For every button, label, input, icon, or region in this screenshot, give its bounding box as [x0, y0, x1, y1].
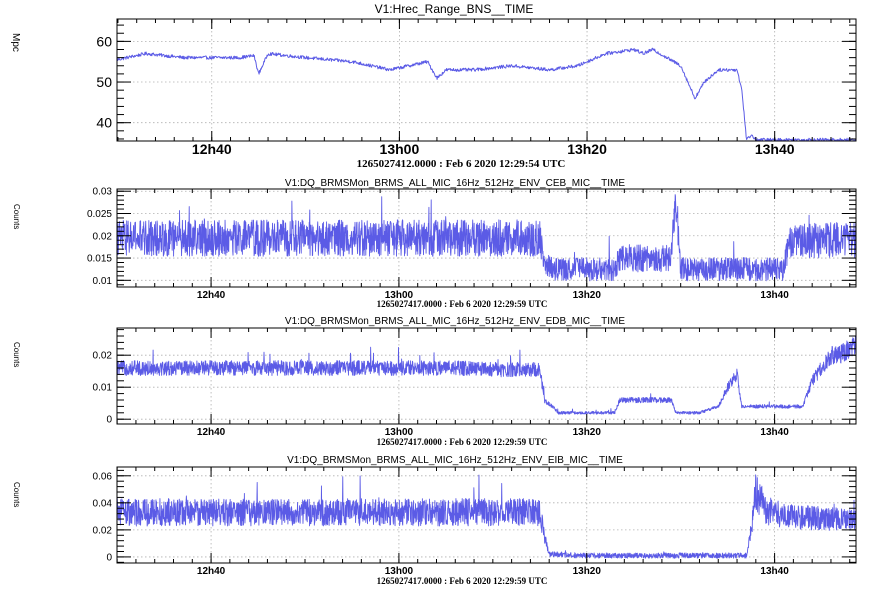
y-tick-labels: 0 0.02 0.04 0.06 [93, 471, 113, 563]
series-line [117, 194, 856, 282]
panel-title: V1:DQ_BRMSMon_BRMS_ALL_MIC_16Hz_512Hz_EN… [287, 455, 623, 466]
plot-area [117, 474, 856, 559]
x-tick-labels: 12h40 13h00 13h20 13h40 [197, 290, 789, 301]
panel-title: V1:DQ_BRMSMon_BRMS_ALL_MIC_16Hz_512Hz_EN… [285, 316, 625, 327]
y-tick-label: 60 [96, 33, 112, 49]
plot-frame [116, 466, 857, 564]
x-tick-label: 13h40 [755, 141, 795, 157]
ticks [116, 189, 856, 287]
y-tick-label: 0.02 [93, 231, 113, 242]
x-tick-label: 13h00 [385, 290, 414, 301]
x-tick-labels: 12h40 13h00 13h20 13h40 [197, 566, 789, 577]
x-tick-label: 13h20 [573, 290, 602, 301]
panel-footer-timestamp: 1265027412.0000 : Feb 6 2020 12:29:54 UT… [357, 158, 566, 170]
x-tick-labels: 12h40 13h00 13h20 13h40 [197, 427, 789, 438]
x-tick-label: 12h40 [197, 427, 226, 438]
edb-mic-panel: V1:DQ_BRMSMon_BRMS_ALL_MIC_16Hz_512Hz_EN… [12, 316, 857, 447]
panel-title: V1:DQ_BRMSMon_BRMS_ALL_MIC_16Hz_512Hz_EN… [285, 178, 625, 189]
y-tick-label: 0.04 [93, 498, 113, 509]
y-tick-label: 0.015 [87, 254, 112, 265]
y-tick-label: 50 [96, 74, 112, 90]
x-tick-label: 13h00 [380, 141, 420, 157]
panel-footer-timestamp: 1265027417.0000 : Feb 6 2020 12:29:59 UT… [377, 299, 548, 309]
series-line [117, 47, 856, 141]
y-tick-label: 40 [96, 115, 112, 131]
x-tick-label: 13h20 [573, 566, 602, 577]
y-tick-label: 0.01 [93, 383, 113, 394]
x-tick-label: 13h40 [760, 566, 789, 577]
x-tick-label: 12h40 [192, 141, 232, 157]
grid [117, 19, 856, 141]
panel-footer-timestamp: 1265027417.0000 : Feb 6 2020 12:29:59 UT… [377, 576, 548, 586]
x-tick-label: 13h40 [760, 290, 789, 301]
y-tick-labels: 0.01 0.015 0.02 0.025 0.03 [87, 187, 112, 287]
y-tick-labels: 0 0.01 0.02 [93, 351, 113, 426]
x-tick-label: 12h40 [197, 566, 226, 577]
x-tick-label: 13h40 [760, 427, 789, 438]
x-tick-label: 13h20 [567, 141, 607, 157]
y-tick-label: 0.06 [93, 471, 113, 482]
series-line [117, 474, 856, 559]
plot-frame [116, 327, 857, 425]
y-tick-label: 0 [106, 552, 112, 563]
x-tick-label: 13h00 [385, 427, 414, 438]
plot-area [117, 336, 856, 415]
y-axis-label: Counts [12, 342, 21, 367]
eib-mic-panel: V1:DQ_BRMSMon_BRMS_ALL_MIC_16Hz_512Hz_EN… [12, 455, 857, 586]
grid [117, 328, 856, 424]
plot-frame [116, 188, 857, 288]
y-axis-label: Mpc [10, 33, 21, 52]
y-tick-label: 0.01 [93, 276, 113, 287]
y-tick-labels: 40 50 60 [96, 33, 112, 130]
panel-footer-timestamp: 1265027417.0000 : Feb 6 2020 12:29:59 UT… [377, 437, 548, 447]
y-tick-label: 0.03 [93, 187, 113, 198]
y-tick-label: 0 [106, 415, 112, 426]
x-tick-label: 13h00 [385, 566, 414, 577]
y-axis-label: Counts [12, 204, 21, 229]
ticks [116, 328, 856, 424]
y-tick-label: 0.025 [87, 209, 112, 220]
ceb-mic-panel: V1:DQ_BRMSMon_BRMS_ALL_MIC_16Hz_512Hz_EN… [12, 178, 857, 309]
y-axis-label: Counts [12, 482, 21, 507]
ticks [117, 19, 856, 141]
y-tick-label: 0.02 [93, 525, 113, 536]
x-tick-label: 13h20 [573, 427, 602, 438]
panel-title: V1:Hrec_Range_BNS__TIME [375, 2, 534, 16]
x-tick-label: 12h40 [197, 290, 226, 301]
bns-range-panel: V1:Hrec_Range_BNS__TIME Mpc 12h40 13h00 13… [10, 2, 857, 170]
y-tick-label: 0.02 [93, 351, 113, 362]
plot-area [117, 194, 856, 282]
x-tick-labels: 12h40 13h00 13h20 13h40 [192, 141, 795, 157]
series-line [117, 336, 856, 415]
plot-frame [116, 18, 857, 142]
plot-area [117, 47, 856, 141]
